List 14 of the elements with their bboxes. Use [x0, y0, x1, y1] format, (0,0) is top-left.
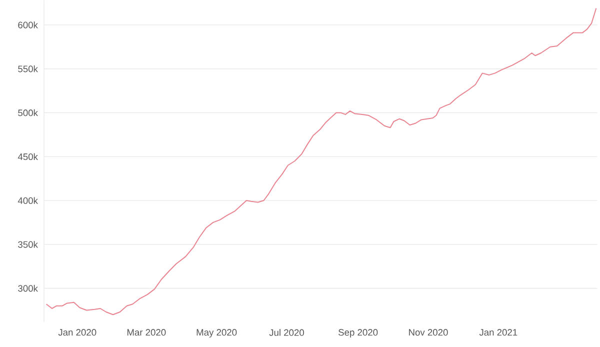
x-tick-label: Jan 2021: [479, 329, 518, 336]
y-tick-label: 400k: [18, 197, 38, 204]
y-tick-label: 550k: [18, 65, 38, 72]
x-tick-label: May 2020: [196, 329, 237, 338]
y-tick-label: 500k: [18, 109, 38, 116]
y-tick-label: 350k: [18, 240, 38, 248]
y-tick-label: 600k: [18, 21, 38, 28]
x-tick-label: Sep 2020: [338, 329, 378, 338]
x-tick-label: Jul 2020: [269, 329, 304, 336]
x-tick-label: Nov 2020: [409, 329, 448, 336]
y-tick-label: 300k: [18, 284, 38, 292]
x-tick-label: Jan 2020: [58, 329, 96, 336]
x-tick-label: Mar 2020: [127, 329, 166, 336]
y-tick-label: 450k: [18, 153, 38, 160]
